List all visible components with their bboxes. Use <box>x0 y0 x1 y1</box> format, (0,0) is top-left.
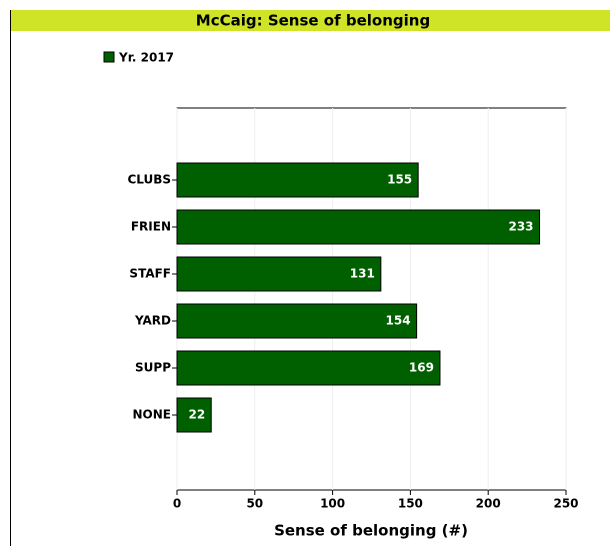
bar <box>176 162 419 198</box>
x-tick-label: 100 <box>320 497 345 511</box>
x-tick-label: 50 <box>246 497 263 511</box>
chart-title: McCaig: Sense of belonging <box>196 12 430 30</box>
y-tick-label: SUPP <box>135 361 171 375</box>
x-tick-label: 150 <box>398 497 423 511</box>
bar <box>176 350 441 386</box>
x-tick-label: 250 <box>553 497 578 511</box>
bar <box>176 209 541 245</box>
y-tick-label: YARD <box>134 314 171 328</box>
title-bar <box>10 10 610 31</box>
x-tick-label: 200 <box>476 497 501 511</box>
y-tick-label: CLUBS <box>127 173 171 187</box>
value-label: 154 <box>386 314 411 328</box>
bar <box>176 256 382 292</box>
value-label: 22 <box>189 408 206 422</box>
y-tick-label: FRIEN <box>131 220 171 234</box>
value-label: 169 <box>409 361 434 375</box>
y-tick-label: NONE <box>133 408 171 422</box>
x-tick-label: 0 <box>173 497 181 511</box>
legend-label: Yr. 2017 <box>118 51 174 65</box>
x-axis-label: Sense of belonging (#) <box>274 522 468 540</box>
value-label: 131 <box>350 267 375 281</box>
bar <box>176 397 212 433</box>
bar <box>176 303 418 339</box>
value-label: 233 <box>508 220 533 234</box>
legend-swatch <box>103 51 115 63</box>
y-tick-label: STAFF <box>129 267 171 281</box>
value-label: 155 <box>387 173 412 187</box>
